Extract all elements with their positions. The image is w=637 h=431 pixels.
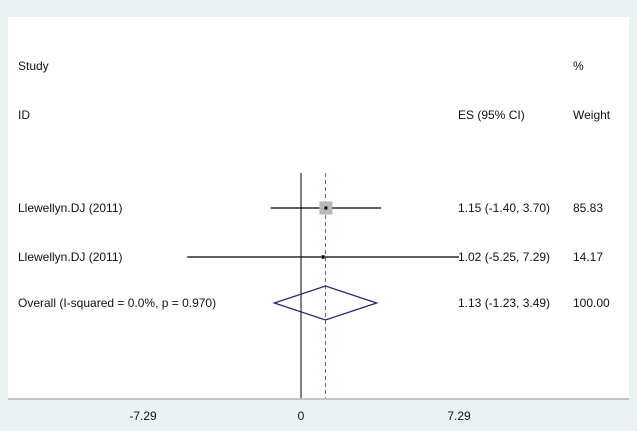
header-id: ID xyxy=(18,108,30,122)
study-1-es: 1.15 (-1.40, 3.70) xyxy=(458,201,551,215)
x-tick-label-zero: 0 xyxy=(297,409,305,423)
study-1-label: Llewellyn.DJ (2011) xyxy=(18,201,123,215)
header-es: ES (95% CI) xyxy=(458,108,525,122)
overall-diamond xyxy=(272,285,379,321)
study-1-point xyxy=(324,206,328,210)
study-2-point xyxy=(321,255,325,259)
study-2-weight: 14.17 xyxy=(573,250,604,264)
overall-es: 1.13 (-1.23, 3.49) xyxy=(458,296,551,310)
x-tick-label-neg: -7.29 xyxy=(129,409,157,423)
x-tick-label-pos: 7.29 xyxy=(447,409,471,423)
overall-weight: 100.00 xyxy=(573,296,610,310)
study-2-label: Llewellyn.DJ (2011) xyxy=(18,250,123,264)
header-study: Study xyxy=(18,59,49,73)
header-weight: Weight xyxy=(573,108,611,122)
study-1-weight: 85.83 xyxy=(573,201,604,215)
study-2-es: 1.02 (-5.25, 7.29) xyxy=(458,250,551,264)
header-percent: % xyxy=(573,59,584,73)
overall-label: Overall (I-squared = 0.0%, p = 0.970) xyxy=(18,296,217,310)
